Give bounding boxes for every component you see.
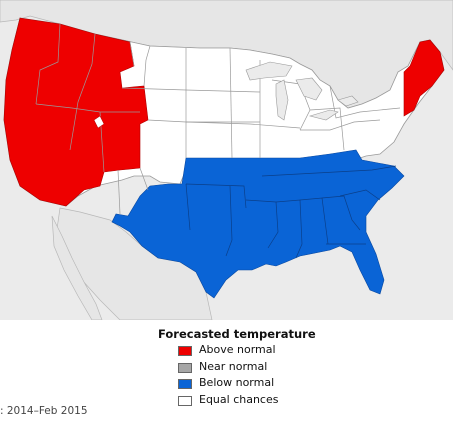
legend-label-below: Below normal [199,376,275,389]
forecast-map [0,0,453,321]
legend-swatch-equal [178,395,192,406]
legend-swatch-below [178,379,192,389]
great-salt-lake [93,115,105,129]
legend-label-near: Near normal [199,359,268,373]
state-borders-south [185,165,397,259]
great-lakes [245,61,359,121]
legend-item-equal: Equal chances [155,393,395,410]
legend-swatch-above [178,346,192,356]
legend-label-equal: Equal chances [199,392,279,406]
legend-item-below: Below normal [155,376,395,393]
region-above-newengland [403,39,445,117]
legend-item-near: Near normal [155,360,395,377]
legend-title: Forecasted temperature [158,327,316,341]
legend: Forecasted temperature Above normal Near… [155,327,395,409]
region-below-south [111,149,405,299]
period-caption: : 2014–Feb 2015 [0,405,88,417]
legend-swatch-near [178,362,192,373]
legend-label-above: Above normal [199,343,276,356]
legend-item-above: Above normal [155,343,395,360]
us-map-svg [0,0,453,321]
